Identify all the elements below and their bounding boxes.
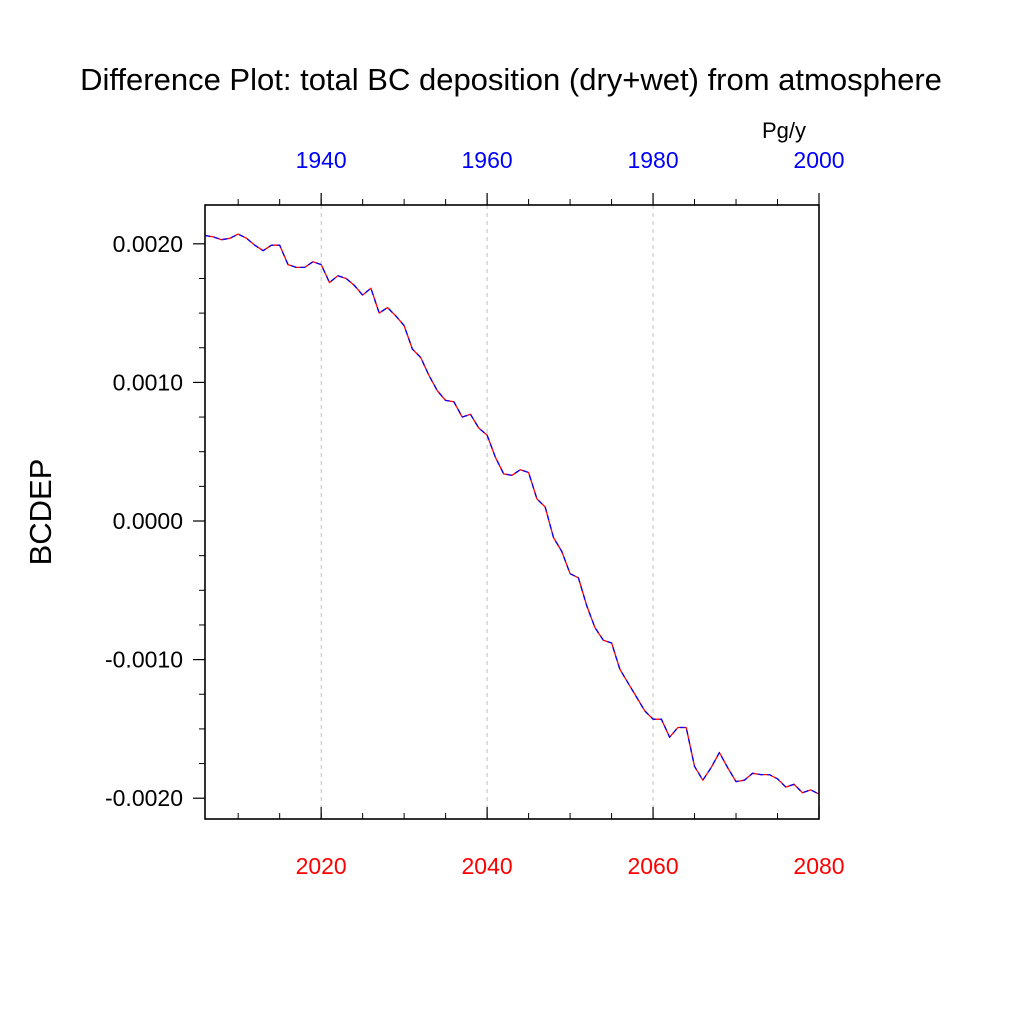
axes: 2020 2040 2060 2080 1940 1960 1980 2000 0.0020 0.… bbox=[105, 147, 845, 879]
y-tick-label: -0.0020 bbox=[105, 785, 183, 811]
y-tick-label: 0.0020 bbox=[113, 231, 183, 257]
top-tick-label: 1980 bbox=[627, 147, 678, 173]
top-tick-label: 2000 bbox=[793, 147, 844, 173]
plot-frame bbox=[204, 204, 820, 820]
y-tick-label: 0.0010 bbox=[113, 369, 183, 395]
x-tick-label: 2040 bbox=[462, 853, 513, 879]
grid-lines bbox=[320, 205, 654, 819]
x-tick-label: 2080 bbox=[793, 853, 844, 879]
series-lines bbox=[204, 233, 820, 795]
top-tick-label: 1960 bbox=[462, 147, 513, 173]
units-label: Pg/y bbox=[762, 118, 806, 143]
series-line-control bbox=[204, 233, 820, 795]
y-tick-label: -0.0010 bbox=[105, 647, 183, 673]
x-tick-label: 2020 bbox=[296, 853, 347, 879]
top-tick-label: 1940 bbox=[296, 147, 347, 173]
series-line-test bbox=[204, 233, 820, 795]
y-axis-label: BCDEP bbox=[23, 459, 58, 566]
x-tick-label: 2060 bbox=[627, 853, 678, 879]
y-tick-label: 0.0000 bbox=[113, 508, 183, 534]
chart-title: Difference Plot: total BC deposition (dr… bbox=[80, 62, 942, 97]
